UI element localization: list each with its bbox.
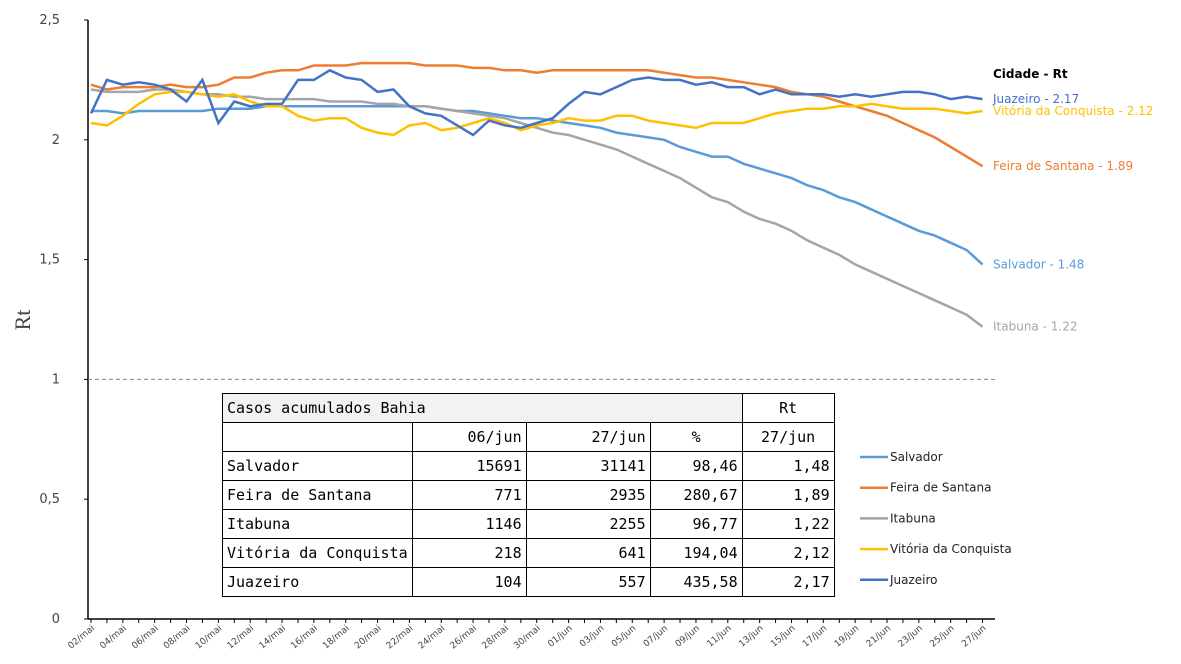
end-label: Feira de Santana - 1.89 [993,159,1133,173]
table-row: Vitória da Conquista 218 641 194,04 2,12 [222,538,835,568]
table-cell [222,422,413,452]
y-tick-label: 2,5 [39,13,60,28]
table-row: Feira de Santana 771 2935 280,67 1,89 [222,480,835,510]
x-tick-label: 08/mai [162,624,192,652]
end-label: Salvador - 1.48 [993,257,1084,271]
end-labels-title: Cidade - Rt [993,67,1068,81]
x-tick-label: 05/jun [610,624,638,650]
table-cell: 194,04 [649,538,743,568]
table-cell: 641 [525,538,651,568]
x-tick-label: 03/jun [578,624,606,650]
x-tick-label: 09/jun [674,624,702,650]
table-cell: % [649,422,743,452]
table-cell: 1,89 [741,480,835,510]
table-cell: 31141 [525,451,651,481]
table-cell: 2,17 [741,567,835,597]
y-tick-label: 2 [52,133,60,148]
x-tick-label: 06/mai [130,624,160,652]
x-tick-label: 21/jun [865,624,893,650]
legend-label: Feira de Santana [890,481,991,495]
table-title: Casos acumulados Bahia [222,393,743,423]
y-axis-label: Rt [10,310,35,331]
x-tick-label: 04/mai [98,624,128,652]
table-cell: 06/jun [411,422,527,452]
x-tick-label: 15/jun [769,624,797,650]
y-tick-label: 0,5 [39,492,60,507]
x-tick-label: 24/mai [417,624,447,652]
table-cell: 1,48 [741,451,835,481]
legend-label: Itabuna [890,511,936,525]
x-tick-label: 27/jun [960,624,988,650]
table-cell: 15691 [411,451,527,481]
table-cell: 771 [411,480,527,510]
table-cell: 2935 [525,480,651,510]
x-tick-label: 07/jun [642,624,670,650]
y-tick-label: 1 [52,372,60,387]
series-line [91,105,984,266]
table-cell: Vitória da Conquista [222,538,413,568]
table-cell: 98,46 [649,451,743,481]
x-tick-label: 28/mai [480,624,510,652]
series-line [89,68,983,137]
series-line [90,61,984,168]
legend-label: Vitória da Conquista [890,542,1012,556]
x-tick-label: 20/mai [353,624,383,652]
x-tick-label: 26/mai [449,624,479,652]
table-cell: Salvador [222,451,413,481]
table-cell: 1,22 [741,509,835,539]
table-title-row: Casos acumulados Bahia Rt [222,393,835,423]
x-tick-label: 12/mai [226,624,256,652]
table-header-row: 06/jun 27/jun% 27/jun [222,422,835,452]
table-cell: 435,58 [649,567,743,597]
table-cell: Feira de Santana [222,480,413,510]
table-row: Itabuna 1146 2255 96,77 1,22 [222,509,835,539]
x-tick-label: 25/jun [928,624,956,650]
table-cell: 1146 [411,509,527,539]
legend-label: Salvador [890,450,943,464]
table-cell: Itabuna [222,509,413,539]
end-label: Vitória da Conquista - 2.12 [993,104,1153,118]
series-line [90,90,983,137]
end-label: Itabuna - 1.22 [993,320,1077,334]
table-cell: 96,77 [649,509,743,539]
x-tick-label: 14/mai [258,624,288,652]
x-tick-label: 19/jun [833,624,861,650]
x-tick-label: 11/jun [706,624,734,650]
table-cell: 557 [525,567,651,597]
x-tick-label: 13/jun [737,624,765,650]
end-label: Juazeiro - 2.17 [992,92,1079,106]
x-tick-label: 23/jun [897,624,925,650]
x-tick-label: 17/jun [801,624,829,650]
table-rt-header: Rt [741,393,835,423]
x-tick-label: 22/mai [385,624,415,652]
x-tick-label: 02/mai [67,624,97,652]
table-cell: 27/jun [525,422,651,452]
table-row: Juazeiro 104 557 435,58 2,17 [222,567,835,597]
table-cell: 27/jun [741,422,835,452]
table-cell: Juazeiro [222,567,413,597]
x-tick-label: 30/mai [512,624,542,652]
x-tick-label: 01/jun [546,624,574,650]
table-cell: 218 [411,538,527,568]
x-tick-label: 18/mai [321,624,351,652]
y-tick-label: 1,5 [39,253,60,268]
table-cell: 2,12 [741,538,835,568]
table: Casos acumulados Bahia Rt 06/jun 27/jun% 2… [222,393,835,597]
table-cell: 104 [411,567,527,597]
table-row: Salvador 15691 31141 98,46 1,48 [222,451,835,481]
y-tick-label: 0 [52,612,60,627]
x-tick-label: 10/mai [194,624,224,652]
table-cell: 280,67 [649,480,743,510]
x-tick-label: 16/mai [289,624,319,652]
legend-label: Juazeiro [889,573,938,587]
table-cell: 2255 [525,509,651,539]
